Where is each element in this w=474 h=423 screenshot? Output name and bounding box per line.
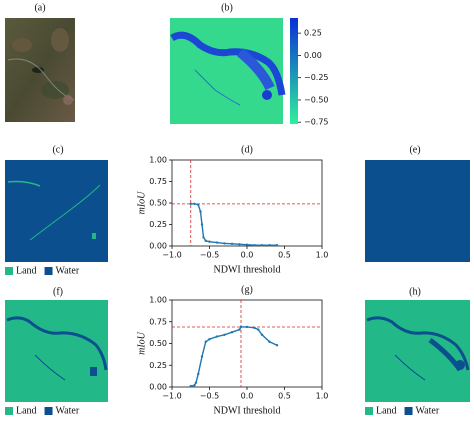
data-point — [189, 384, 192, 388]
y-tick-label: 0.25 — [149, 220, 167, 229]
x-tick-label: −0.5 — [200, 392, 219, 401]
data-point — [239, 325, 243, 329]
legend-label: Land — [16, 265, 37, 276]
data-point — [275, 344, 279, 347]
data-point — [245, 325, 249, 329]
mask-image — [5, 300, 108, 402]
data-point — [275, 243, 279, 247]
data-point — [200, 223, 204, 226]
data-point — [230, 330, 234, 334]
panel-label: (f) — [53, 286, 63, 297]
y-tick-label: 0.50 — [149, 339, 167, 348]
x-tick-label: −1.0 — [162, 251, 181, 260]
y-tick-label: 1.00 — [149, 156, 167, 165]
y-tick-label: 0.75 — [149, 317, 167, 326]
panel-label: (h) — [409, 286, 421, 297]
data-line — [190, 326, 278, 387]
colorbar-tick-label: −0.25 — [304, 73, 329, 82]
data-point — [194, 381, 198, 384]
mask-image — [5, 160, 108, 262]
y-tick-label: 0.00 — [149, 242, 167, 251]
plot-frame — [171, 299, 323, 388]
colorbar-tick-label: 0.00 — [304, 51, 322, 60]
x-tick-label: −0.5 — [200, 251, 219, 260]
panel-label: (b) — [221, 2, 233, 13]
colorbar-tick-label: 0.25 — [304, 29, 322, 38]
data-point — [199, 210, 202, 213]
data-point — [204, 340, 207, 343]
x-tick-label: 1.0 — [316, 251, 329, 260]
legend-swatch — [44, 267, 53, 275]
legend-swatch — [5, 407, 13, 415]
y-tick-label: 0.50 — [149, 199, 167, 208]
colorbar-tick-label: −0.75 — [304, 118, 329, 127]
colorbar — [290, 18, 298, 124]
data-point — [215, 241, 219, 244]
x-tick-label: 0.5 — [278, 251, 291, 260]
data-point — [257, 328, 260, 331]
y-tick-label: 0.25 — [149, 361, 167, 370]
x-axis-label: NDWI threshold — [214, 405, 281, 416]
data-point — [193, 202, 196, 206]
data-point — [245, 243, 249, 246]
data-point — [260, 243, 264, 247]
data-point — [208, 337, 211, 341]
data-point — [197, 203, 200, 206]
data-point — [238, 328, 241, 331]
x-tick-label: 0.5 — [278, 392, 291, 401]
panel-label: (a) — [34, 2, 45, 13]
y-tick-label: 1.00 — [149, 296, 167, 305]
data-point — [193, 384, 196, 387]
mask-image — [365, 160, 470, 262]
chart-title: (g) — [241, 284, 253, 295]
data-point — [268, 340, 271, 343]
data-point — [208, 240, 211, 243]
legend-label: Land — [376, 405, 397, 416]
panel-label: (e) — [409, 144, 420, 155]
panel-label: (c) — [52, 144, 63, 155]
y-axis-label: mIoU — [136, 331, 147, 355]
y-axis-label: mIoU — [136, 191, 147, 215]
legend-label: Water — [416, 405, 440, 416]
x-tick-label: 0.0 — [241, 392, 254, 401]
data-point — [204, 239, 207, 243]
x-axis-label: NDWI threshold — [214, 264, 281, 275]
legend-label: Land — [16, 405, 37, 416]
y-tick-label: 0.00 — [149, 383, 167, 392]
satellite-image — [5, 18, 75, 122]
data-point — [268, 243, 271, 247]
data-point — [223, 242, 226, 245]
legend-swatch — [365, 407, 373, 415]
x-tick-label: 0.0 — [241, 251, 254, 260]
data-point — [253, 326, 256, 330]
data-point — [189, 202, 192, 206]
y-tick-label: 0.75 — [149, 177, 167, 186]
data-point — [197, 372, 200, 376]
legend-label: Water — [56, 265, 80, 276]
data-point — [215, 335, 219, 338]
legend-swatch — [404, 407, 413, 415]
ndwi-image — [170, 18, 286, 124]
x-tick-label: −1.0 — [162, 392, 181, 401]
x-tick-label: 1.0 — [316, 392, 329, 401]
data-point — [200, 355, 204, 358]
legend-swatch — [5, 267, 13, 275]
legend-label: Water — [56, 405, 80, 416]
data-point — [253, 243, 256, 247]
data-point — [223, 333, 226, 336]
data-point — [260, 333, 264, 336]
data-line — [190, 203, 277, 246]
mask-image — [365, 300, 470, 402]
data-point — [202, 236, 205, 239]
chart-title: (d) — [241, 144, 253, 155]
legend-swatch — [44, 407, 53, 415]
colorbar-tick-label: −0.50 — [304, 95, 329, 104]
data-point — [230, 242, 234, 246]
data-point — [238, 243, 241, 246]
